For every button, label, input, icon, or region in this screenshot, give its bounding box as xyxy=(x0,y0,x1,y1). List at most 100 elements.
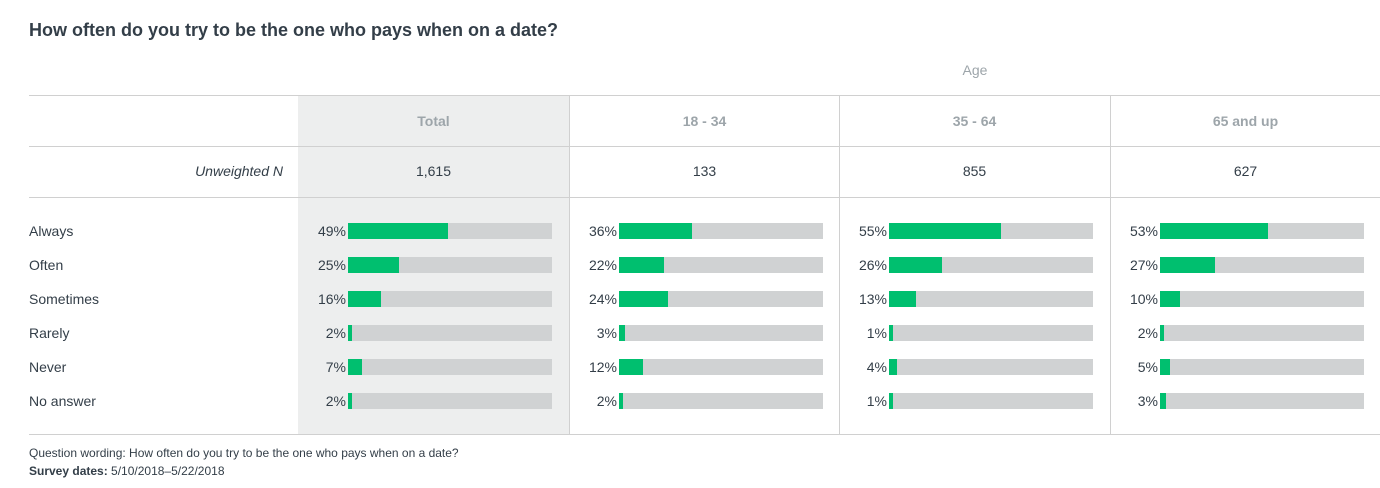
data-label: 27% xyxy=(1129,257,1158,273)
divider-top xyxy=(29,95,1380,96)
bar-track xyxy=(619,359,823,375)
data-label: 2% xyxy=(1137,325,1158,341)
question-wording: Question wording: How often do you try t… xyxy=(29,446,459,460)
bar-35-64-always xyxy=(889,223,1001,239)
bar-track xyxy=(348,359,552,375)
bar-track xyxy=(1160,257,1364,273)
bar-track xyxy=(619,325,823,341)
column-header-18-34: 18 - 34 xyxy=(682,113,727,129)
bar-35-64-never xyxy=(889,359,897,375)
row-label-rarely: Rarely xyxy=(29,325,70,341)
data-label: 2% xyxy=(325,393,346,409)
bar-35-64-rarely xyxy=(889,325,893,341)
data-label: 55% xyxy=(858,223,887,239)
column-divider xyxy=(1110,96,1111,434)
bar-track xyxy=(348,291,552,307)
data-label: 7% xyxy=(325,359,346,375)
data-label: 13% xyxy=(858,291,887,307)
divider-n xyxy=(29,197,1380,198)
data-label: 3% xyxy=(596,325,617,341)
bar-total-always xyxy=(348,223,448,239)
bar-track xyxy=(348,393,552,409)
data-label: 36% xyxy=(588,223,617,239)
bar-total-sometimes xyxy=(348,291,381,307)
bar-65-and-up-never xyxy=(1160,359,1170,375)
data-label: 25% xyxy=(317,257,346,273)
column-divider xyxy=(569,96,570,434)
bar-18-34-often xyxy=(619,257,664,273)
bar-65-and-up-no-answer xyxy=(1160,393,1166,409)
bar-track xyxy=(889,325,1093,341)
column-divider xyxy=(839,96,840,434)
bar-65-and-up-often xyxy=(1160,257,1215,273)
data-label: 53% xyxy=(1129,223,1158,239)
row-label-no-answer: No answer xyxy=(29,393,96,409)
bar-18-34-always xyxy=(619,223,692,239)
bar-65-and-up-always xyxy=(1160,223,1268,239)
data-label: 1% xyxy=(866,393,887,409)
data-label: 3% xyxy=(1137,393,1158,409)
group-label-age: Age xyxy=(962,62,988,78)
bar-35-64-sometimes xyxy=(889,291,916,307)
data-label: 26% xyxy=(858,257,887,273)
column-header-total: Total xyxy=(417,113,450,129)
unweighted-n-label: Unweighted N xyxy=(195,163,283,179)
unweighted-n-18-34: 133 xyxy=(692,163,717,179)
bar-track xyxy=(889,223,1093,239)
bar-35-64-no-answer xyxy=(889,393,893,409)
bar-track xyxy=(889,257,1093,273)
data-label: 5% xyxy=(1137,359,1158,375)
bar-track xyxy=(1160,359,1364,375)
bar-65-and-up-sometimes xyxy=(1160,291,1180,307)
column-header-35-64: 35 - 64 xyxy=(952,113,997,129)
data-label: 12% xyxy=(588,359,617,375)
divider-header xyxy=(29,146,1380,147)
bar-35-64-often xyxy=(889,257,942,273)
data-label: 49% xyxy=(317,223,346,239)
bar-total-never xyxy=(348,359,362,375)
bar-track xyxy=(619,291,823,307)
bar-track xyxy=(348,223,552,239)
unweighted-n-total: 1,615 xyxy=(415,163,452,179)
bar-track xyxy=(889,393,1093,409)
survey-dates-label: Survey dates: xyxy=(29,464,108,478)
chart-title: How often do you try to be the one who p… xyxy=(29,20,559,40)
bar-track xyxy=(1160,393,1364,409)
bar-18-34-sometimes xyxy=(619,291,668,307)
bar-18-34-no-answer xyxy=(619,393,623,409)
bar-total-often xyxy=(348,257,399,273)
data-label: 22% xyxy=(588,257,617,273)
bar-total-rarely xyxy=(348,325,352,341)
bar-track xyxy=(889,291,1093,307)
bar-18-34-rarely xyxy=(619,325,625,341)
bar-track xyxy=(348,257,552,273)
data-label: 4% xyxy=(866,359,887,375)
bar-track xyxy=(348,325,552,341)
bar-track xyxy=(1160,291,1364,307)
data-label: 24% xyxy=(588,291,617,307)
data-label: 2% xyxy=(325,325,346,341)
bar-18-34-never xyxy=(619,359,643,375)
bar-total-no-answer xyxy=(348,393,352,409)
data-label: 16% xyxy=(317,291,346,307)
row-label-never: Never xyxy=(29,359,67,375)
row-label-sometimes: Sometimes xyxy=(29,291,100,307)
unweighted-n-65-and-up: 627 xyxy=(1233,163,1258,179)
bar-track xyxy=(1160,223,1364,239)
data-label: 1% xyxy=(866,325,887,341)
survey-dates: Survey dates: 5/10/2018–5/22/2018 xyxy=(29,464,225,478)
unweighted-n-35-64: 855 xyxy=(962,163,987,179)
bar-track xyxy=(619,257,823,273)
survey-dates-value: 5/10/2018–5/22/2018 xyxy=(111,464,225,478)
bar-track xyxy=(619,393,823,409)
bar-track xyxy=(619,223,823,239)
column-header-65-and-up: 65 and up xyxy=(1212,113,1279,129)
bar-65-and-up-rarely xyxy=(1160,325,1164,341)
data-label: 10% xyxy=(1129,291,1158,307)
row-label-always: Always xyxy=(29,223,74,239)
data-label: 2% xyxy=(596,393,617,409)
row-label-often: Often xyxy=(29,257,64,273)
bar-track xyxy=(889,359,1093,375)
divider-bottom xyxy=(29,434,1380,435)
bar-track xyxy=(1160,325,1364,341)
